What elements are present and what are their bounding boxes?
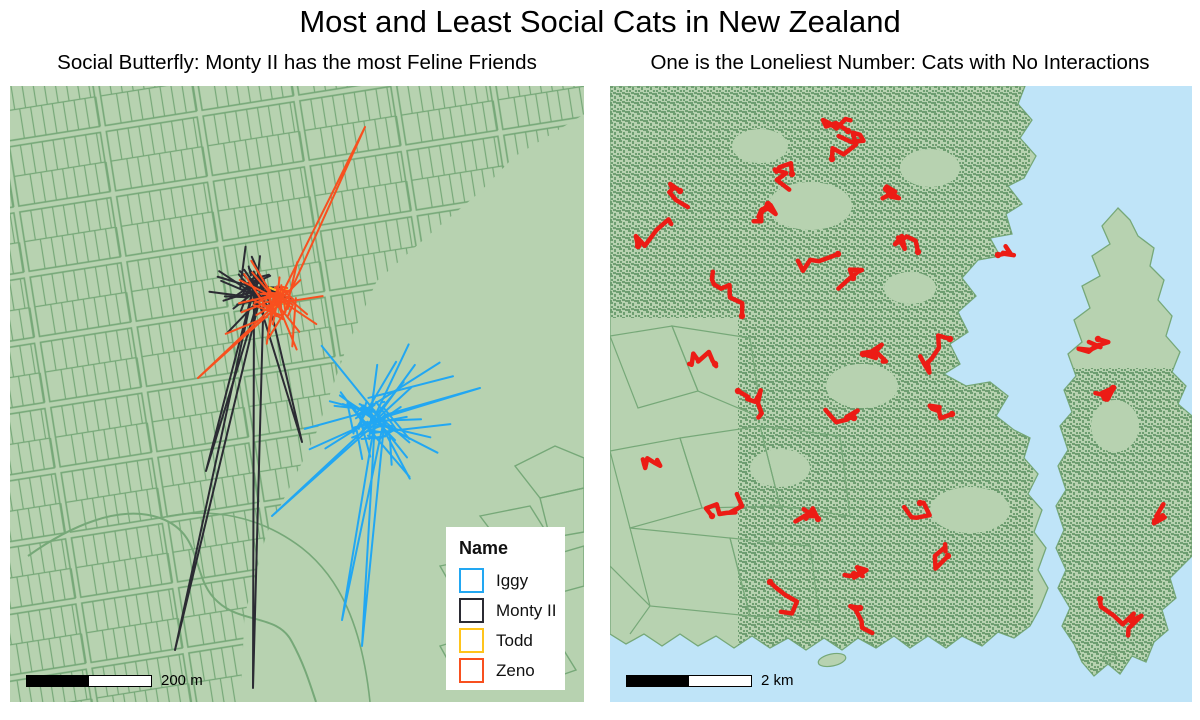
legend-item-todd: Todd: [459, 628, 557, 653]
right-map: [610, 86, 1192, 702]
lone-cat-track: [917, 333, 953, 375]
lone-cat-track: [667, 181, 691, 210]
lone-cat-track: [829, 130, 866, 162]
figure-title: Most and Least Social Cats in New Zealan…: [299, 4, 901, 39]
legend-swatch: [459, 628, 484, 653]
right-scalebar-label: 2 km: [761, 672, 794, 689]
legend-items: Iggy Monty II Todd Zeno: [459, 568, 557, 683]
cat-tracks: [174, 126, 481, 689]
lone-cat-track: [793, 506, 821, 524]
legend-title: Name: [459, 538, 509, 558]
lone-cat-track: [836, 267, 865, 291]
legend-item-zeno: Zeno: [459, 658, 557, 683]
lone-cat-track: [735, 388, 764, 420]
left-scalebar-label: 200 m: [161, 672, 203, 689]
lone-cat-track: [772, 160, 795, 192]
legend-swatch: [459, 658, 484, 683]
lone-cat-track: [995, 243, 1017, 258]
scalebar-black-segment: [26, 674, 89, 687]
lone-cat-track: [633, 217, 674, 249]
lone-cat-track: [823, 407, 860, 425]
lone-cat-track: [880, 184, 902, 201]
lone-cat-track: [927, 403, 955, 421]
left-scalebar: 200 m: [26, 672, 203, 689]
lone-cat-track: [932, 541, 951, 571]
lone-cat-track: [1093, 384, 1117, 402]
legend-item-label: Todd: [496, 630, 533, 650]
lone-cat-track: [640, 456, 663, 471]
right-scalebar: 2 km: [626, 672, 794, 689]
lone-cat-tracks: [633, 116, 1167, 638]
legend-item-label: Iggy: [496, 570, 529, 590]
lone-cat-track: [1151, 501, 1167, 526]
lone-cat-track: [820, 116, 853, 134]
left-map: [10, 86, 584, 702]
lone-cat-track: [1097, 596, 1144, 638]
legend-swatch: [459, 598, 484, 623]
legend-item-iggy: Iggy: [459, 568, 557, 593]
lone-cat-track: [709, 269, 745, 319]
scalebar-black-segment: [626, 674, 689, 687]
lone-cat-track: [703, 491, 745, 519]
legend-swatch: [459, 568, 484, 593]
left-map-panel: Name Iggy Monty II Todd Zeno 200 m: [10, 86, 584, 702]
scalebar-white-segment: [689, 674, 752, 687]
lone-cat-track: [795, 251, 841, 274]
lone-cat-track: [892, 233, 921, 255]
lone-cat-track: [848, 603, 875, 636]
lone-cat-track: [751, 201, 778, 224]
right-map-panel: 2 km: [610, 86, 1192, 702]
track-zeno: [197, 126, 366, 379]
legend-item-label: Monty II: [496, 600, 557, 620]
legend-item-monty-ii: Monty II: [459, 598, 557, 623]
legend: Name Iggy Monty II Todd Zeno: [446, 527, 565, 690]
lone-cat-track: [1076, 336, 1111, 354]
right-map-subtitle: One is the Loneliest Number: Cats with N…: [650, 51, 1150, 74]
lone-cat-track: [860, 342, 889, 364]
legend-item-label: Zeno: [496, 660, 535, 680]
track-iggy: [271, 343, 481, 647]
lone-cat-track: [767, 579, 800, 616]
scalebar-white-segment: [89, 674, 152, 687]
left-map-subtitle: Social Butterfly: Monty II has the most …: [57, 51, 537, 74]
